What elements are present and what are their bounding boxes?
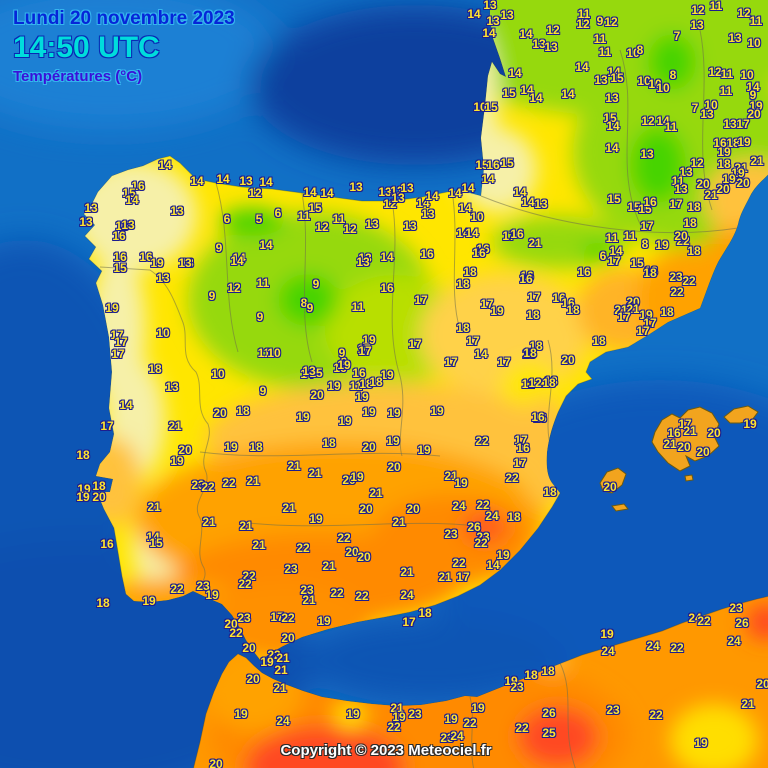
island-ibiza bbox=[599, 467, 627, 494]
map-header: Lundi 20 novembre 2023 14:50 UTC Tempéra… bbox=[13, 8, 235, 85]
island-cabrera bbox=[684, 474, 694, 482]
island-formentera bbox=[611, 503, 629, 512]
date-label: Lundi 20 novembre 2023 bbox=[13, 8, 235, 29]
time-label: 14:50 UTC bbox=[13, 31, 160, 64]
island-mallorca bbox=[651, 406, 720, 472]
balearic-islands bbox=[599, 405, 759, 512]
region-borders-africa bbox=[469, 662, 577, 768]
island-menorca bbox=[723, 405, 759, 424]
region-borders-europe bbox=[99, 29, 739, 592]
copyright-label: Copyright © 2023 Meteociel.fr bbox=[280, 742, 492, 759]
parameter-label: Températures (°C) bbox=[13, 68, 143, 85]
